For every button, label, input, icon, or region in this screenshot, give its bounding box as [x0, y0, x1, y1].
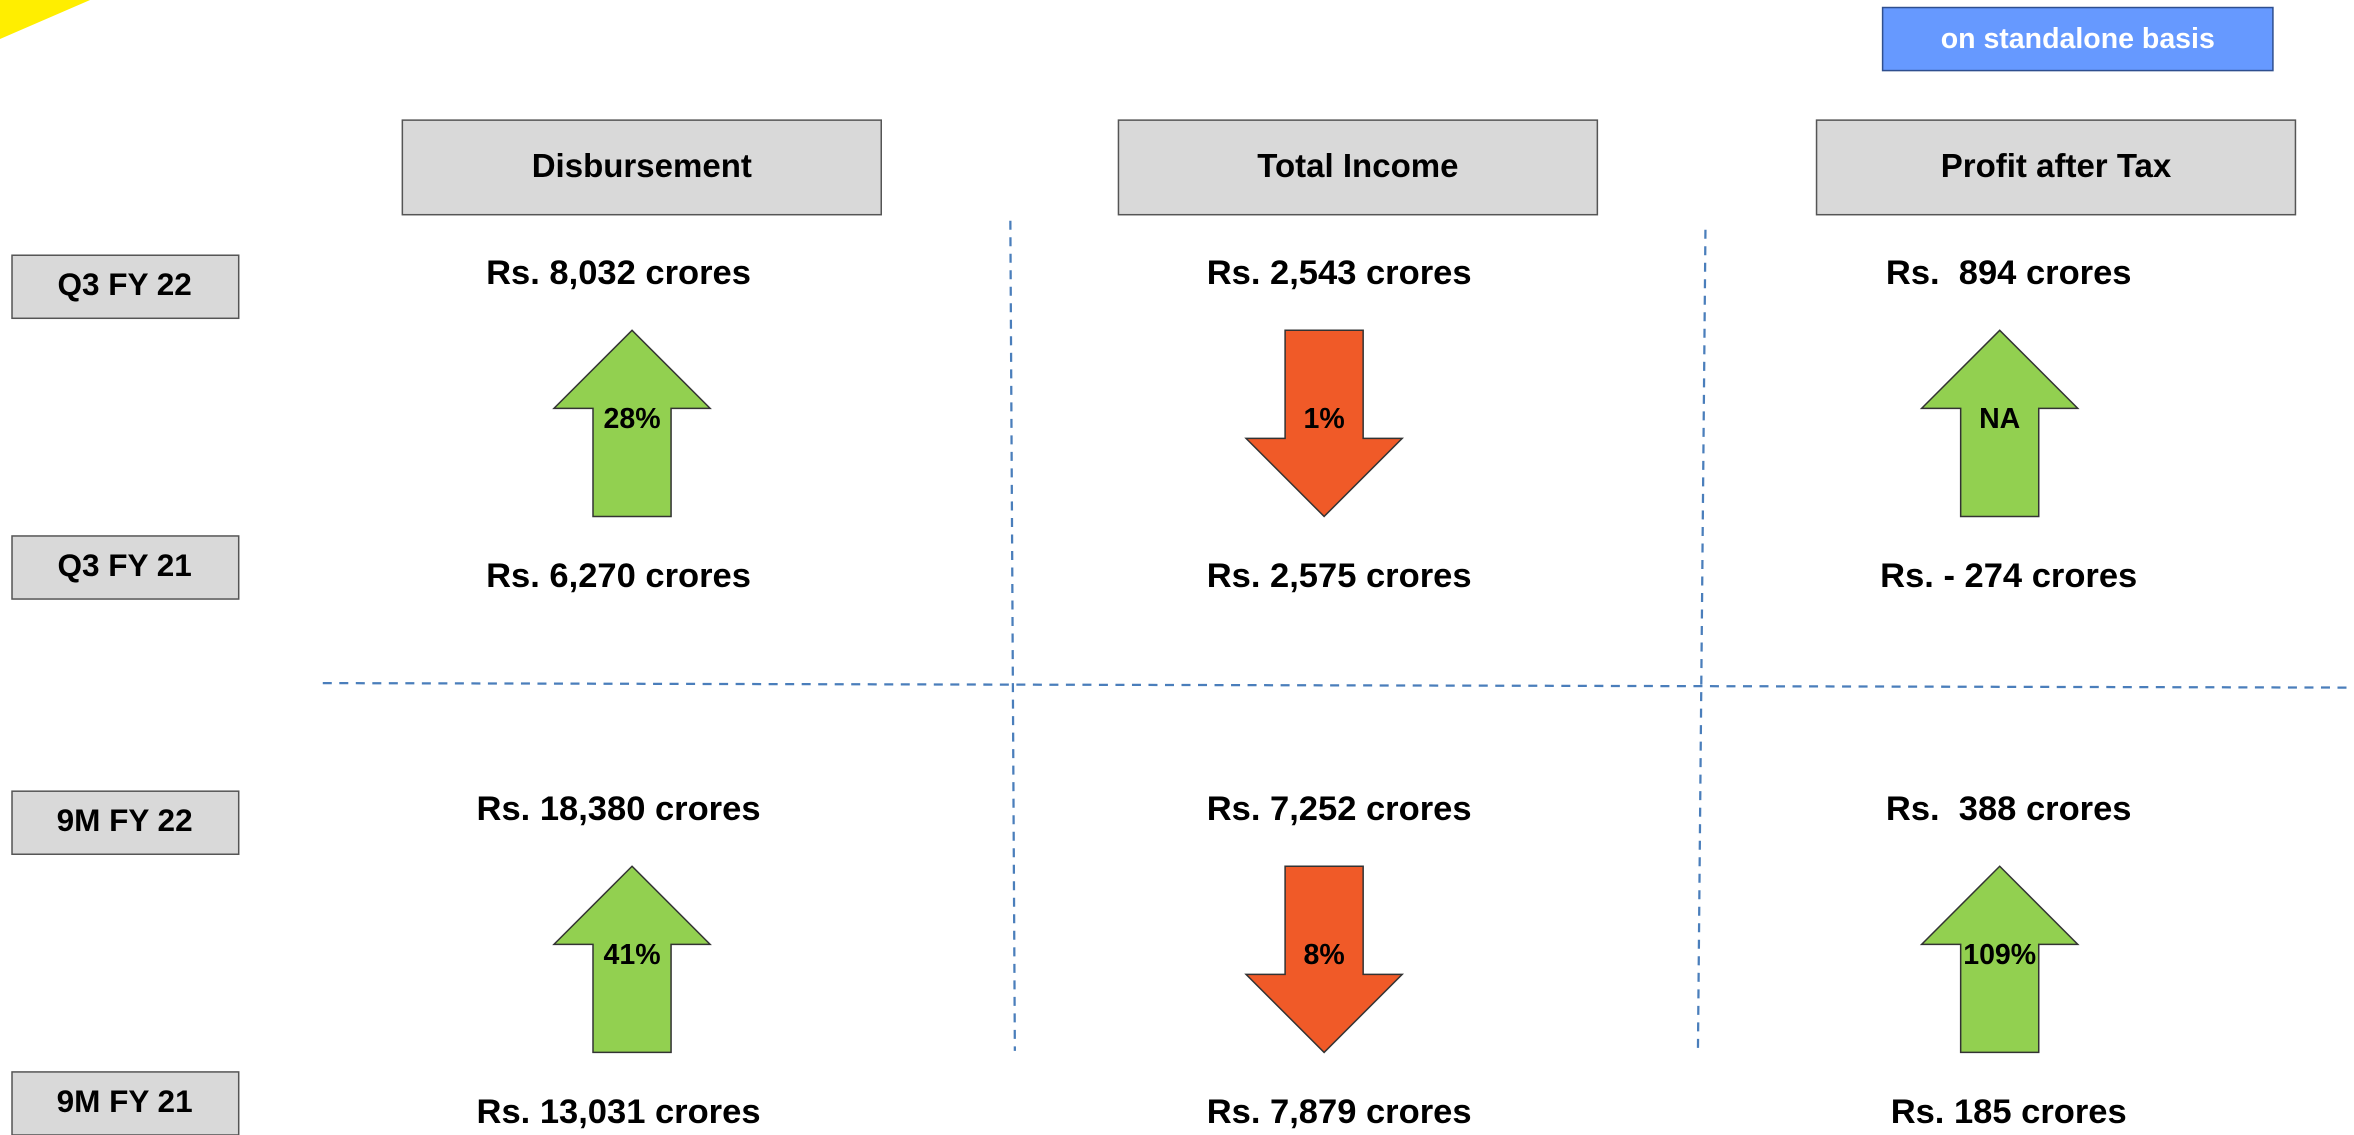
- current-value: Rs. 2,543 crores: [1207, 254, 1472, 292]
- current-value: Rs. 18,380 crores: [477, 790, 761, 828]
- previous-value: Rs. 2,575 crores: [1207, 557, 1472, 595]
- change-label: 28%: [603, 403, 660, 435]
- current-value: Rs. 8,032 crores: [486, 254, 751, 292]
- change-label: 8%: [1304, 939, 1345, 971]
- row-label-box: [11, 790, 240, 855]
- row-label-box: [11, 1071, 240, 1135]
- current-value: Rs. 388 crores: [1886, 790, 2132, 828]
- change-arrow: [552, 865, 712, 1054]
- change-label: 109%: [1963, 939, 2036, 971]
- previous-value: Rs. 7,879 crores: [1207, 1093, 1472, 1131]
- column-header: Disbursement: [532, 147, 752, 184]
- h-divider: [322, 681, 2354, 689]
- row-label: Q3 FY 21: [57, 547, 191, 583]
- row-label: 9M FY 22: [57, 802, 193, 838]
- row-label-box: [11, 254, 240, 320]
- previous-value: Rs. - 274 crores: [1880, 557, 2137, 595]
- row-label: 9M FY 21: [57, 1083, 193, 1119]
- change-arrow: [1244, 329, 1405, 518]
- previous-value: Rs. 6,270 crores: [486, 557, 751, 595]
- change-arrow: [1244, 865, 1405, 1054]
- column-header: Profit after Tax: [1941, 147, 2172, 184]
- row-label: Q3 FY 22: [57, 266, 191, 302]
- dividers: [322, 220, 2354, 1051]
- badge: on standalone basis: [1941, 23, 2215, 55]
- previous-value: Rs. 185 crores: [1891, 1093, 2127, 1131]
- column-header-box: [1815, 119, 2297, 216]
- column-header: Total Income: [1257, 147, 1458, 184]
- badge-box: [1881, 6, 2274, 72]
- change-arrow: [1919, 329, 2080, 518]
- row-label-box: [11, 535, 240, 600]
- column-header-box: [1117, 119, 1599, 216]
- current-value: Rs. 7,252 crores: [1207, 790, 1472, 828]
- column-header-box: [401, 119, 882, 216]
- change-label: 41%: [603, 939, 660, 971]
- v-divider: [1009, 220, 1016, 1051]
- v-divider: [1696, 229, 1707, 1051]
- corner-accent: [0, 0, 91, 40]
- change-label: 1%: [1304, 403, 1345, 435]
- change-arrow: [1919, 865, 2080, 1054]
- previous-value: Rs. 13,031 crores: [477, 1093, 761, 1131]
- current-value: Rs. 894 crores: [1886, 254, 2132, 292]
- change-label: NA: [1979, 403, 2020, 435]
- change-arrow: [552, 329, 712, 518]
